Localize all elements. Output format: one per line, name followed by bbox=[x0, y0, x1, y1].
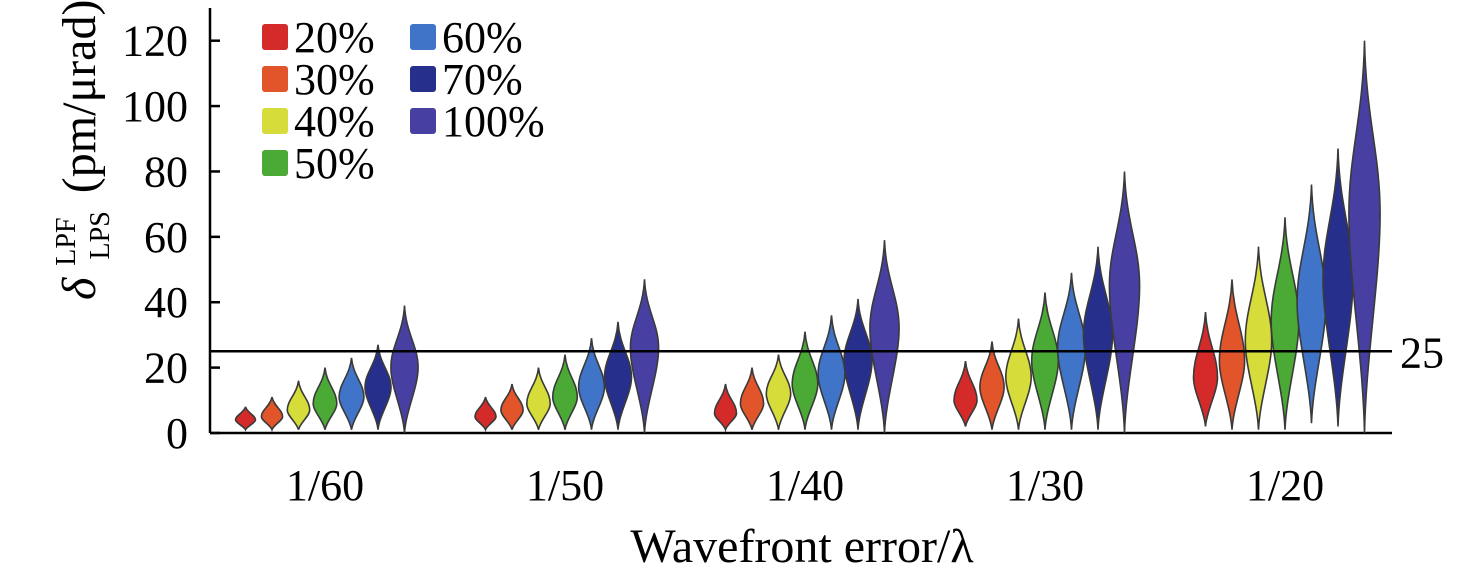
y-axis-title-symbol: δ bbox=[53, 277, 106, 300]
violin-30pct-1-60 bbox=[260, 396, 284, 433]
violin-60pct-1-50 bbox=[577, 338, 606, 430]
violin-20pct-1-30 bbox=[953, 361, 978, 427]
violin-40pct-1-50 bbox=[525, 367, 552, 430]
violin-40pct-1-40 bbox=[765, 354, 792, 430]
violin-40pct-1-60 bbox=[286, 380, 311, 430]
y-axis-title-unit: (pm/μrad) bbox=[53, 0, 106, 193]
violin-30pct-1-50 bbox=[500, 383, 524, 430]
violin-20pct-1-40 bbox=[713, 383, 738, 433]
legend-label: 60% bbox=[442, 13, 523, 62]
legend-swatch-100pct bbox=[410, 108, 436, 134]
legend-label: 50% bbox=[294, 139, 375, 188]
reference-line-group: 25 bbox=[210, 328, 1444, 377]
y-tick-label: 60 bbox=[144, 213, 188, 262]
violin-70pct-1-30 bbox=[1082, 246, 1114, 430]
violin-70pct-1-50 bbox=[603, 321, 633, 430]
violin-20pct-1-20 bbox=[1192, 311, 1219, 427]
axes bbox=[208, 8, 1392, 435]
violin-20pct-1-60 bbox=[234, 406, 257, 432]
y-axis-title-subscript: LPS bbox=[85, 211, 116, 259]
legend-swatch-60pct bbox=[410, 24, 436, 50]
y-tick-label: 40 bbox=[144, 278, 188, 327]
violin-50pct-1-30 bbox=[1030, 292, 1060, 430]
violin-40pct-1-20 bbox=[1244, 246, 1273, 430]
x-tick-label: 1/40 bbox=[766, 461, 844, 510]
x-tick-label: 1/30 bbox=[1006, 461, 1084, 510]
violin-30pct-1-30 bbox=[979, 341, 1005, 430]
violin-20pct-1-50 bbox=[474, 396, 497, 433]
violin-30pct-1-20 bbox=[1218, 279, 1246, 430]
violin-70pct-1-40 bbox=[843, 298, 873, 430]
y-tick-label: 20 bbox=[144, 344, 188, 393]
y-tick-label: 80 bbox=[144, 147, 188, 196]
violin-100pct-1-30 bbox=[1108, 171, 1141, 434]
violin-30pct-1-40 bbox=[739, 367, 765, 430]
legend: 20%30%40%50% 60%70%100% bbox=[262, 13, 545, 188]
x-tick-label: 1/20 bbox=[1246, 461, 1324, 510]
y-axis-title-superscript: LPF bbox=[51, 217, 82, 265]
violin-60pct-1-40 bbox=[817, 315, 846, 430]
violin-50pct-1-60 bbox=[312, 367, 338, 430]
legend-swatch-30pct bbox=[262, 66, 288, 92]
legend-swatch-40pct bbox=[262, 108, 288, 134]
legend-swatch-20pct bbox=[262, 24, 288, 50]
violin-40pct-1-30 bbox=[1004, 318, 1033, 430]
violin-50pct-1-40 bbox=[791, 331, 819, 430]
violin-50pct-1-20 bbox=[1270, 217, 1300, 430]
violin-100pct-1-60 bbox=[390, 305, 419, 434]
y-ticks: 0 20 40 60 80 100 120 bbox=[122, 17, 220, 458]
legend-label: 100% bbox=[442, 97, 545, 146]
violin-100pct-1-20 bbox=[1348, 40, 1381, 434]
y-axis-title: δ LPF LPS (pm/μrad) bbox=[33, 0, 120, 300]
violin-70pct-1-60 bbox=[364, 344, 392, 430]
violin-100pct-1-40 bbox=[869, 240, 900, 434]
legend-label: 70% bbox=[442, 55, 523, 104]
legend-swatch-70pct bbox=[410, 66, 436, 92]
violin-60pct-1-20 bbox=[1296, 184, 1327, 424]
x-ticks: 1/60 1/50 1/40 1/30 1/20 bbox=[286, 461, 1324, 510]
violin-60pct-1-60 bbox=[338, 357, 365, 430]
reference-line-label: 25 bbox=[1400, 328, 1444, 377]
y-tick-label: 100 bbox=[122, 82, 188, 131]
x-axis-title: Wavefront error/λ bbox=[630, 520, 974, 573]
legend-label: 20% bbox=[294, 13, 375, 62]
y-tick-label: 0 bbox=[166, 409, 188, 458]
violin-70pct-1-20 bbox=[1322, 148, 1354, 427]
legend-label: 30% bbox=[294, 55, 375, 104]
svg-text:δ LPF LPS (p: δ LPF LPS (pm/μrad) bbox=[33, 0, 120, 300]
legend-label: 40% bbox=[294, 97, 375, 146]
violin-100pct-1-50 bbox=[629, 279, 660, 434]
violins bbox=[234, 40, 1381, 434]
y-tick-label: 120 bbox=[122, 17, 188, 66]
x-tick-label: 1/60 bbox=[286, 461, 364, 510]
x-tick-label: 1/50 bbox=[526, 461, 604, 510]
violin-50pct-1-50 bbox=[551, 354, 579, 430]
legend-swatch-50pct bbox=[262, 150, 288, 176]
